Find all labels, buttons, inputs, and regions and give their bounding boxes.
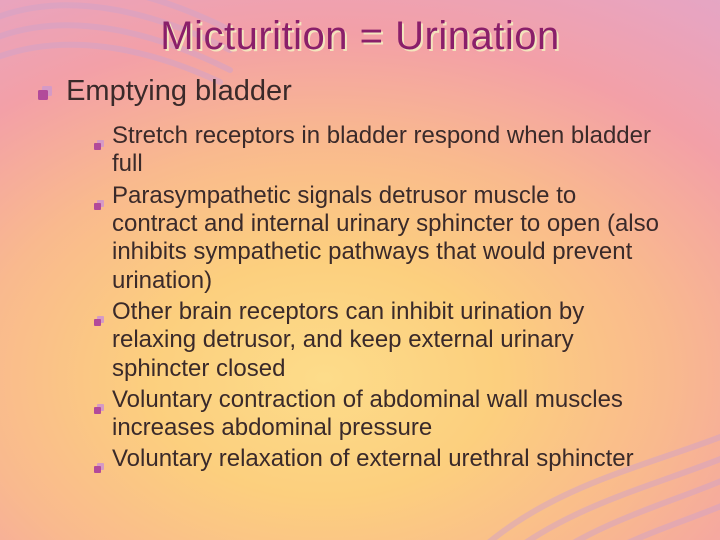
bullet-sub-icon [94, 129, 104, 157]
section-heading-text: Emptying bladder [66, 75, 292, 108]
list-item: Stretch receptors in bladder respond whe… [94, 122, 666, 179]
list-item: Voluntary relaxation of external urethra… [94, 445, 666, 480]
list-item-text: Parasympathetic signals detrusor muscle … [112, 182, 666, 295]
list-item-text: Voluntary relaxation of external urethra… [112, 445, 666, 473]
slide-title: Micturition = Urination [0, 14, 720, 59]
list-item: Other brain receptors can inhibit urinat… [94, 298, 666, 383]
bullet-sub-icon [94, 452, 104, 480]
list-item-text: Stretch receptors in bladder respond whe… [112, 122, 666, 179]
section-heading: Emptying bladder [38, 74, 292, 108]
bullet-sub-icon [94, 189, 104, 217]
bullet-sub-icon [94, 393, 104, 421]
bullet-main-icon [38, 75, 52, 108]
list-item: Voluntary contraction of abdominal wall … [94, 386, 666, 443]
bullet-sub-icon [94, 305, 104, 333]
slide-title-text: Micturition = Urination [160, 14, 559, 58]
list-item-text: Other brain receptors can inhibit urinat… [112, 298, 666, 383]
list-item-text: Voluntary contraction of abdominal wall … [112, 386, 666, 443]
bullet-list: Stretch receptors in bladder respond whe… [94, 122, 666, 484]
list-item: Parasympathetic signals detrusor muscle … [94, 182, 666, 295]
